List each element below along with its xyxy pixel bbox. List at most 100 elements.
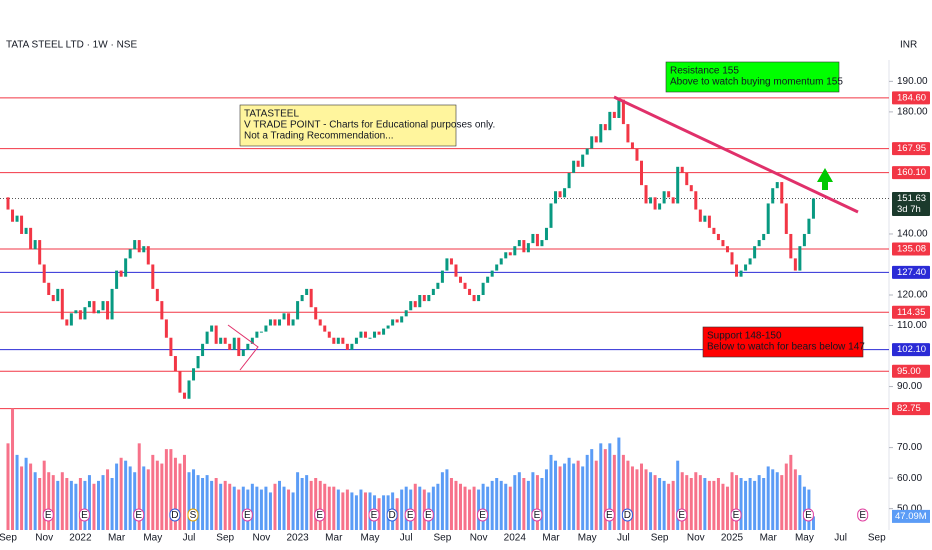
x-tick-label: Jul <box>617 533 630 544</box>
volume-bar <box>259 489 263 530</box>
volume-bar <box>599 443 603 530</box>
candle <box>576 160 580 167</box>
volume-bar <box>608 443 612 530</box>
candle <box>115 270 119 289</box>
candle <box>69 313 73 326</box>
volume-bar <box>250 483 254 530</box>
volume-bar <box>268 492 272 530</box>
volume-bar <box>273 483 277 530</box>
candle <box>219 337 223 344</box>
volume-bar <box>662 480 666 530</box>
candle <box>178 371 182 393</box>
volume-bar <box>341 492 345 530</box>
volume-bar <box>47 472 51 530</box>
volume-bar <box>549 454 553 530</box>
x-tick-label: 2025 <box>721 533 744 544</box>
candle <box>744 264 748 271</box>
volume-bar <box>92 483 96 530</box>
volume-bar <box>698 475 702 530</box>
volume-bar <box>327 486 331 530</box>
volume-bar <box>563 463 567 530</box>
volume-bar <box>811 516 815 530</box>
volume-bar <box>671 480 675 530</box>
event-icon <box>857 508 869 522</box>
candle <box>735 264 739 277</box>
volume-bar <box>445 469 449 530</box>
candle <box>716 233 720 241</box>
candle <box>431 288 435 295</box>
event-icon <box>730 508 742 522</box>
volume-bar <box>237 489 241 530</box>
candles <box>6 99 815 399</box>
price-tag-label: 102.10 <box>897 344 926 355</box>
candle <box>368 337 372 339</box>
volume-bar <box>232 486 236 530</box>
volume-bar <box>60 472 64 530</box>
candle <box>676 166 680 204</box>
y-tick-label: 110.00 <box>897 320 927 331</box>
volume-bar <box>554 460 558 530</box>
candle <box>640 160 643 186</box>
volume-bar <box>278 480 281 530</box>
candle <box>762 233 766 241</box>
volume-bar <box>522 478 526 530</box>
price-tag-sub: 3d 7h <box>897 204 921 215</box>
candle <box>667 191 671 198</box>
candle <box>440 270 444 283</box>
candle <box>296 301 300 320</box>
candle <box>490 270 494 277</box>
volume-bar <box>739 478 743 530</box>
y-tick-label: 140.00 <box>897 229 928 240</box>
x-tick-label: Jul <box>183 533 196 544</box>
volume-bar <box>490 480 494 530</box>
event-icon <box>368 508 380 522</box>
x-tick-label: Sep <box>868 533 886 544</box>
volume-bar <box>210 480 214 530</box>
volume-bar <box>676 460 680 530</box>
volume-bar <box>196 475 200 530</box>
volume-bar <box>431 486 435 530</box>
volume-bar <box>128 466 132 530</box>
candle <box>155 288 159 302</box>
candle <box>748 258 752 265</box>
candle <box>789 233 793 259</box>
candle <box>599 124 603 143</box>
volume-bar <box>192 469 196 530</box>
event-icon <box>169 508 181 522</box>
volume-bar <box>544 469 548 530</box>
volume-bar <box>703 478 707 530</box>
candle <box>531 233 535 244</box>
up-arrow <box>817 168 833 190</box>
volume-bar <box>101 475 105 530</box>
x-tick-label: Mar <box>760 533 778 544</box>
price-tag <box>892 191 930 216</box>
candle <box>38 240 42 265</box>
volume-bar <box>689 478 693 530</box>
candle <box>612 111 616 118</box>
volume-bar <box>219 483 223 530</box>
event-label: E <box>425 510 432 521</box>
candle <box>305 288 309 295</box>
volume-bar <box>214 478 218 530</box>
triangle-pattern <box>227 324 259 371</box>
volume-bar <box>504 483 508 530</box>
volume-bar <box>359 489 363 530</box>
event-icon <box>314 508 326 522</box>
event-icon <box>404 508 416 522</box>
event-icon <box>78 508 90 522</box>
y-tick-label: 120.00 <box>897 290 928 301</box>
candle <box>169 337 173 357</box>
volume-bar <box>585 454 589 530</box>
candle <box>685 172 689 186</box>
volume-bar <box>454 480 458 530</box>
candle <box>210 325 214 332</box>
candle <box>142 246 146 253</box>
volume-bar <box>350 492 354 530</box>
event-icon <box>676 508 688 522</box>
candle <box>173 356 177 372</box>
candle <box>350 343 354 350</box>
price-tag <box>892 305 930 319</box>
volume-bar <box>223 480 227 530</box>
candle <box>712 227 716 234</box>
